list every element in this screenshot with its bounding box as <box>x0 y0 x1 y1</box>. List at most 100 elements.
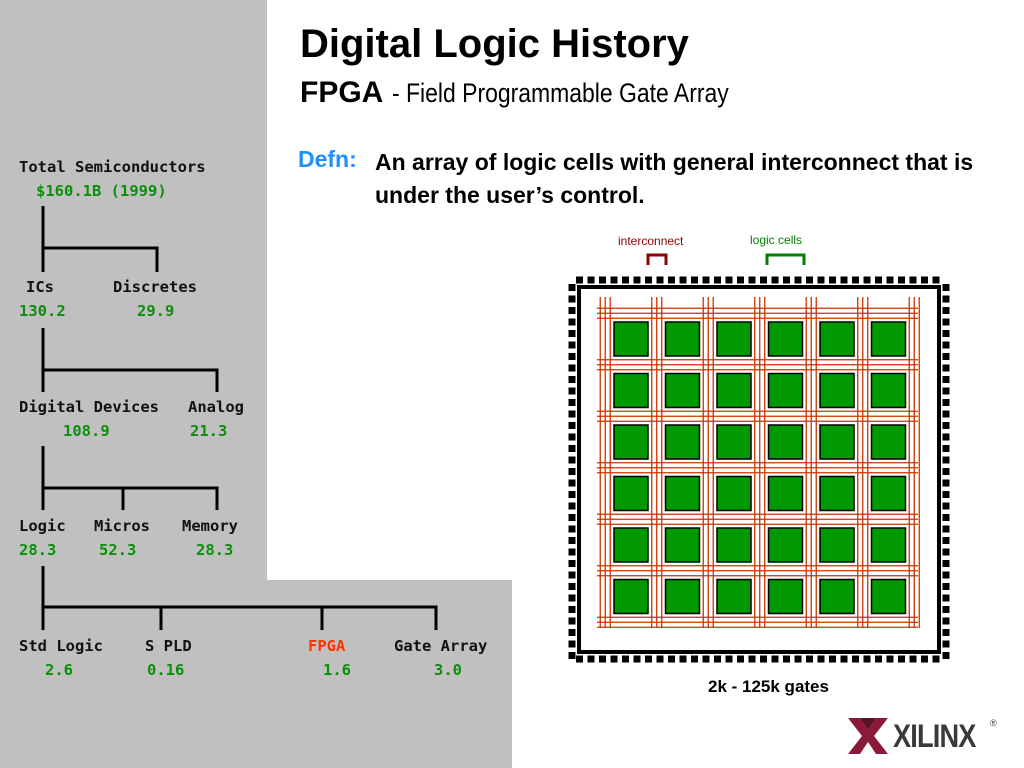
logic-cell <box>613 475 649 512</box>
io-pad <box>942 594 950 602</box>
io-pad <box>568 284 576 291</box>
digital-devices-label: Digital Devices <box>19 398 159 416</box>
io-pad <box>645 276 652 284</box>
io-pad <box>568 410 576 418</box>
io-pad <box>783 655 790 663</box>
io-pad <box>942 364 950 372</box>
logic-cells-label: logic cells <box>750 233 803 247</box>
io-pad <box>942 295 950 303</box>
io-pad <box>568 594 576 602</box>
io-pad <box>942 330 950 337</box>
io-pad <box>725 655 733 663</box>
io-pad <box>725 276 733 284</box>
io-pad <box>932 655 940 663</box>
io-pad <box>568 502 576 510</box>
discretes-label: Discretes <box>113 278 197 296</box>
io-pad <box>942 514 950 521</box>
micros-value: 52.3 <box>99 541 137 559</box>
logic-cell <box>664 372 701 409</box>
logic-cell <box>819 475 855 512</box>
fpga-label: FPGA <box>308 637 346 655</box>
logic-cell <box>767 321 804 357</box>
io-pad <box>737 276 744 284</box>
io-pad <box>829 655 836 663</box>
io-pad <box>942 468 950 475</box>
logic-cell <box>767 475 804 512</box>
io-pad <box>568 629 576 636</box>
logic-cell <box>767 424 804 460</box>
io-pad <box>568 341 576 349</box>
io-pad <box>587 655 595 663</box>
io-pad <box>568 583 576 590</box>
interconnect-label: interconnect <box>618 234 684 248</box>
sidebar-extension <box>267 580 512 768</box>
io-pad <box>898 276 905 284</box>
io-pad <box>760 276 767 284</box>
subtitle-expansion: - Field Programmable Gate Array <box>391 78 729 108</box>
io-pad <box>568 548 576 556</box>
io-pad <box>568 479 576 487</box>
io-pad <box>942 617 950 625</box>
io-pad <box>568 433 576 441</box>
logic-cells-bracket <box>765 253 806 265</box>
io-pad <box>633 655 641 663</box>
logic-cell <box>716 372 752 409</box>
io-pad <box>679 655 687 663</box>
io-pad <box>568 376 576 383</box>
io-pad <box>568 537 576 544</box>
logic-cell <box>613 424 649 460</box>
io-pad <box>568 560 576 567</box>
io-pad <box>771 276 779 284</box>
io-pad <box>909 276 917 284</box>
io-pad <box>942 537 950 544</box>
io-pad <box>783 276 790 284</box>
ics-value: 130.2 <box>19 302 66 320</box>
io-pad <box>656 276 664 284</box>
io-pad <box>714 655 721 663</box>
io-pad <box>942 410 950 418</box>
io-pad <box>942 341 950 349</box>
io-pad <box>737 655 744 663</box>
fpga-value: 1.6 <box>323 661 351 679</box>
logic-cell-grid <box>613 321 907 615</box>
io-pad <box>610 655 618 663</box>
io-pad <box>568 387 576 395</box>
logic-cell <box>716 424 752 460</box>
gate-array-label: Gate Array <box>394 637 488 655</box>
logic-cell <box>716 321 752 357</box>
io-pad <box>942 548 950 556</box>
logic-cell <box>613 578 649 615</box>
io-pad <box>760 655 767 663</box>
io-pad <box>587 276 595 284</box>
io-pad <box>817 276 825 284</box>
spld-value: 0.16 <box>147 661 185 679</box>
logic-cell <box>819 372 855 409</box>
root-value: $160.1B (1999) <box>36 182 167 200</box>
logic-cell <box>664 424 701 460</box>
io-pad <box>610 276 618 284</box>
logic-cell <box>716 475 752 512</box>
io-pad <box>633 276 641 284</box>
gate-array-value: 3.0 <box>434 661 462 679</box>
fpga-diagram <box>568 253 950 663</box>
io-pad <box>942 525 950 533</box>
memory-label: Memory <box>182 517 238 535</box>
page-subtitle: FPGA - Field Programmable Gate Array <box>300 76 788 110</box>
io-pad <box>942 652 950 659</box>
io-pad <box>942 353 950 360</box>
analog-label: Analog <box>188 398 244 416</box>
io-pad <box>898 655 905 663</box>
io-pad <box>942 502 950 510</box>
logic-cell <box>613 527 649 563</box>
io-pad <box>840 276 848 284</box>
io-pad <box>942 422 950 429</box>
logic-cell <box>870 321 907 357</box>
io-pad <box>863 655 871 663</box>
io-pad <box>942 318 950 326</box>
io-pad <box>942 284 950 291</box>
io-pad <box>568 525 576 533</box>
interconnect-wires <box>597 297 920 628</box>
io-pad <box>942 479 950 487</box>
io-pad <box>576 655 583 663</box>
io-pad <box>702 276 710 284</box>
